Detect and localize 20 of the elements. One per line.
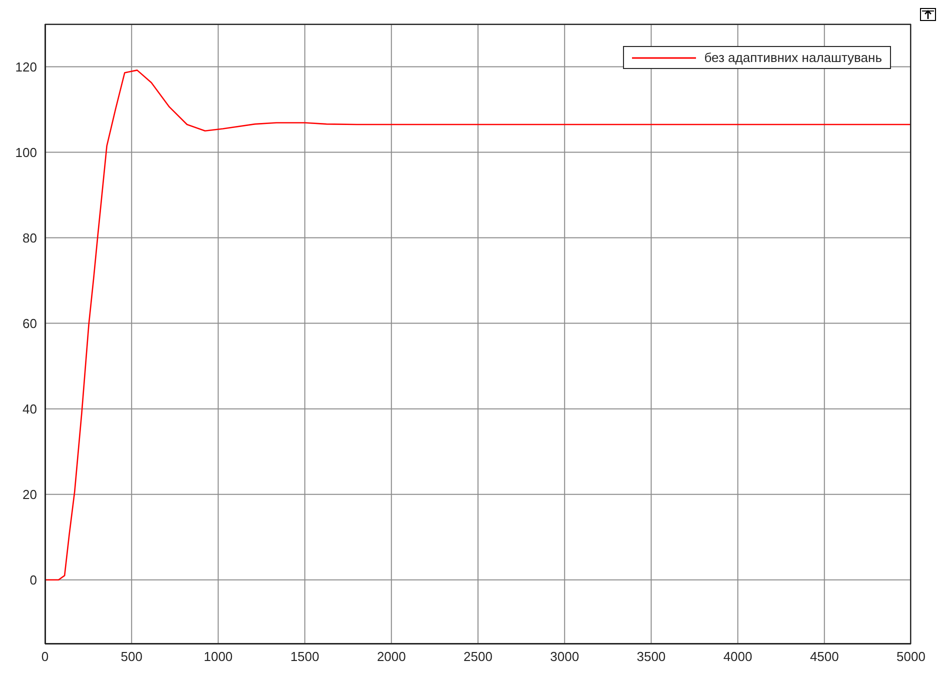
x-tick-label: 1000 [204, 649, 233, 664]
line-series [45, 70, 911, 581]
y-tick-label: 0 [30, 572, 37, 588]
x-tick-label: 5000 [896, 649, 926, 664]
y-tick-label: 60 [22, 316, 37, 331]
x-tick-label: 2500 [464, 649, 492, 664]
y-tick-label: 100 [15, 144, 37, 160]
x-tick-label: 1500 [290, 649, 320, 664]
x-tick-label: 500 [120, 649, 142, 664]
x-tick-label: 0 [41, 649, 49, 664]
y-tick-label: 40 [22, 401, 37, 416]
x-tick-label: 3500 [636, 649, 666, 664]
x-tick-label: 4000 [723, 649, 752, 664]
y-tick-label: 120 [15, 59, 37, 74]
y-tick-label: 80 [22, 230, 37, 246]
x-tick-label: 3000 [550, 649, 580, 664]
x-tick-label: 2000 [376, 649, 406, 664]
x-tick-label: 4500 [810, 649, 839, 664]
legend-label: без адаптивних налаштувань [704, 50, 882, 65]
y-tick-label: 20 [22, 486, 37, 502]
